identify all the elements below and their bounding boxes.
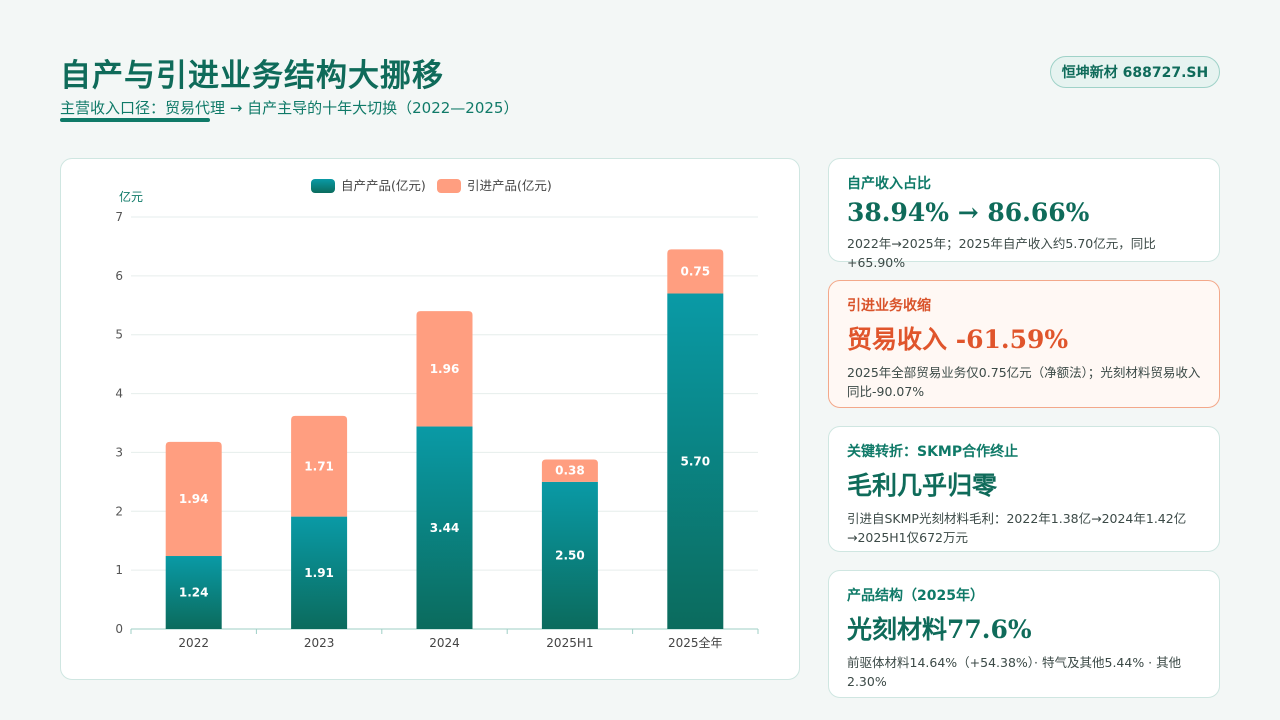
- bar-value-label: 0.38: [555, 464, 585, 478]
- y-tick-label: 4: [115, 387, 123, 401]
- bar-import-2022: [165, 441, 222, 557]
- card-label: 关键转折：SKMP合作终止: [847, 444, 1019, 460]
- bar-value-label: 1.91: [304, 566, 334, 580]
- bar-import-2025全年: [667, 249, 724, 294]
- card-self-production-ratio: 自产收入占比 38.94% → 86.66% 2022年→2025年；2025年…: [828, 158, 1220, 270]
- legend-label: 自产产品(亿元): [341, 178, 426, 193]
- y-tick-label: 6: [115, 269, 123, 283]
- card-value: 贸易收入 -61.59%: [847, 325, 1069, 354]
- bar-value-label: 2.50: [555, 548, 585, 562]
- x-tick-label: 2024: [429, 636, 460, 650]
- bar-self-2025全年: [667, 293, 724, 629]
- card-label: 自产收入占比: [847, 176, 931, 192]
- card-note: 2025年全部贸易业务仅0.75亿元（净额法）；光刻材料贸易收入同比-90.07…: [847, 365, 1201, 399]
- x-tick-label: 2025H1: [546, 636, 593, 650]
- y-tick-label: 3: [115, 445, 123, 459]
- chart-card: 自产产品(亿元) 引进产品(亿元) 亿元 0 1 2 3 4 5 6 7 1.24 1.94 1.9…: [60, 158, 800, 680]
- card-value: 毛利几乎归零: [847, 471, 998, 500]
- card-note: 2022年→2025年；2025年自产收入约5.70亿元，同比+65.90%: [847, 236, 1156, 270]
- bar-value-label: 5.70: [680, 454, 710, 468]
- y-tick-label: 0: [115, 622, 123, 636]
- legend-swatch: [437, 179, 461, 193]
- y-axis-label: 亿元: [119, 189, 143, 204]
- chart-legend: 自产产品(亿元) 引进产品(亿元): [311, 178, 552, 193]
- card-note: 前驱体材料14.64%（+54.38%）· 特气及其他5.44% · 其他2.3…: [847, 655, 1182, 689]
- y-tick-label: 1: [115, 563, 123, 577]
- x-tick-label: 2022: [178, 636, 209, 650]
- bar-self-2022: [165, 556, 222, 629]
- bar-value-label: 0.75: [680, 264, 710, 278]
- bar-value-label: 3.44: [430, 521, 460, 535]
- bar-value-label: 1.96: [430, 362, 460, 376]
- y-tick-label: 7: [115, 210, 123, 224]
- bar-value-label: 1.94: [179, 492, 209, 506]
- page-subtitle: 主营收入口径：贸易代理 → 自产主导的十年大切换（2022—2025）: [60, 99, 519, 117]
- card-product-structure: 产品结构（2025年） 光刻材料77.6% 前驱体材料14.64%（+54.38…: [828, 570, 1220, 698]
- x-tick-label: 2025全年: [668, 635, 723, 650]
- card-import-decline: 引进业务收缩 贸易收入 -61.59% 2025年全部贸易业务仅0.75亿元（净…: [828, 280, 1220, 408]
- card-skmp-turning-point: 关键转折：SKMP合作终止 毛利几乎归零 引进自SKMP光刻材料毛利：2022年…: [828, 426, 1220, 552]
- stock-ticker-badge: 恒坤新材 688727.SH: [1050, 56, 1220, 88]
- bar-import-2025H1: [541, 459, 598, 482]
- legend-swatch: [311, 179, 335, 193]
- bar-import-2024: [416, 311, 473, 427]
- y-tick-label: 2: [115, 504, 123, 518]
- card-value: 光刻材料77.6%: [847, 615, 1032, 644]
- card-label: 引进业务收缩: [847, 298, 931, 314]
- stacked-bar-chart: 自产产品(亿元) 引进产品(亿元) 亿元 0 1 2 3 4 5 6 7 1.24 1.94 1.9…: [115, 178, 759, 650]
- page-title: 自产与引进业务结构大挪移: [60, 58, 444, 94]
- bar-value-label: 1.71: [304, 459, 334, 473]
- legend-label: 引进产品(亿元): [467, 178, 552, 193]
- card-value: 38.94% → 86.66%: [847, 198, 1090, 227]
- x-tick-label: 2023: [304, 636, 335, 650]
- card-note: 引进自SKMP光刻材料毛利：2022年1.38亿→2024年1.42亿→2025…: [847, 511, 1187, 545]
- subtitle-underline: [60, 118, 210, 122]
- bar-self-2023: [291, 516, 348, 629]
- bar-self-2024: [416, 426, 473, 629]
- bar-value-label: 1.24: [179, 586, 209, 600]
- bar-import-2023: [291, 415, 348, 517]
- bar-self-2025H1: [541, 481, 598, 629]
- y-tick-label: 5: [115, 328, 123, 342]
- card-label: 产品结构（2025年）: [847, 588, 984, 604]
